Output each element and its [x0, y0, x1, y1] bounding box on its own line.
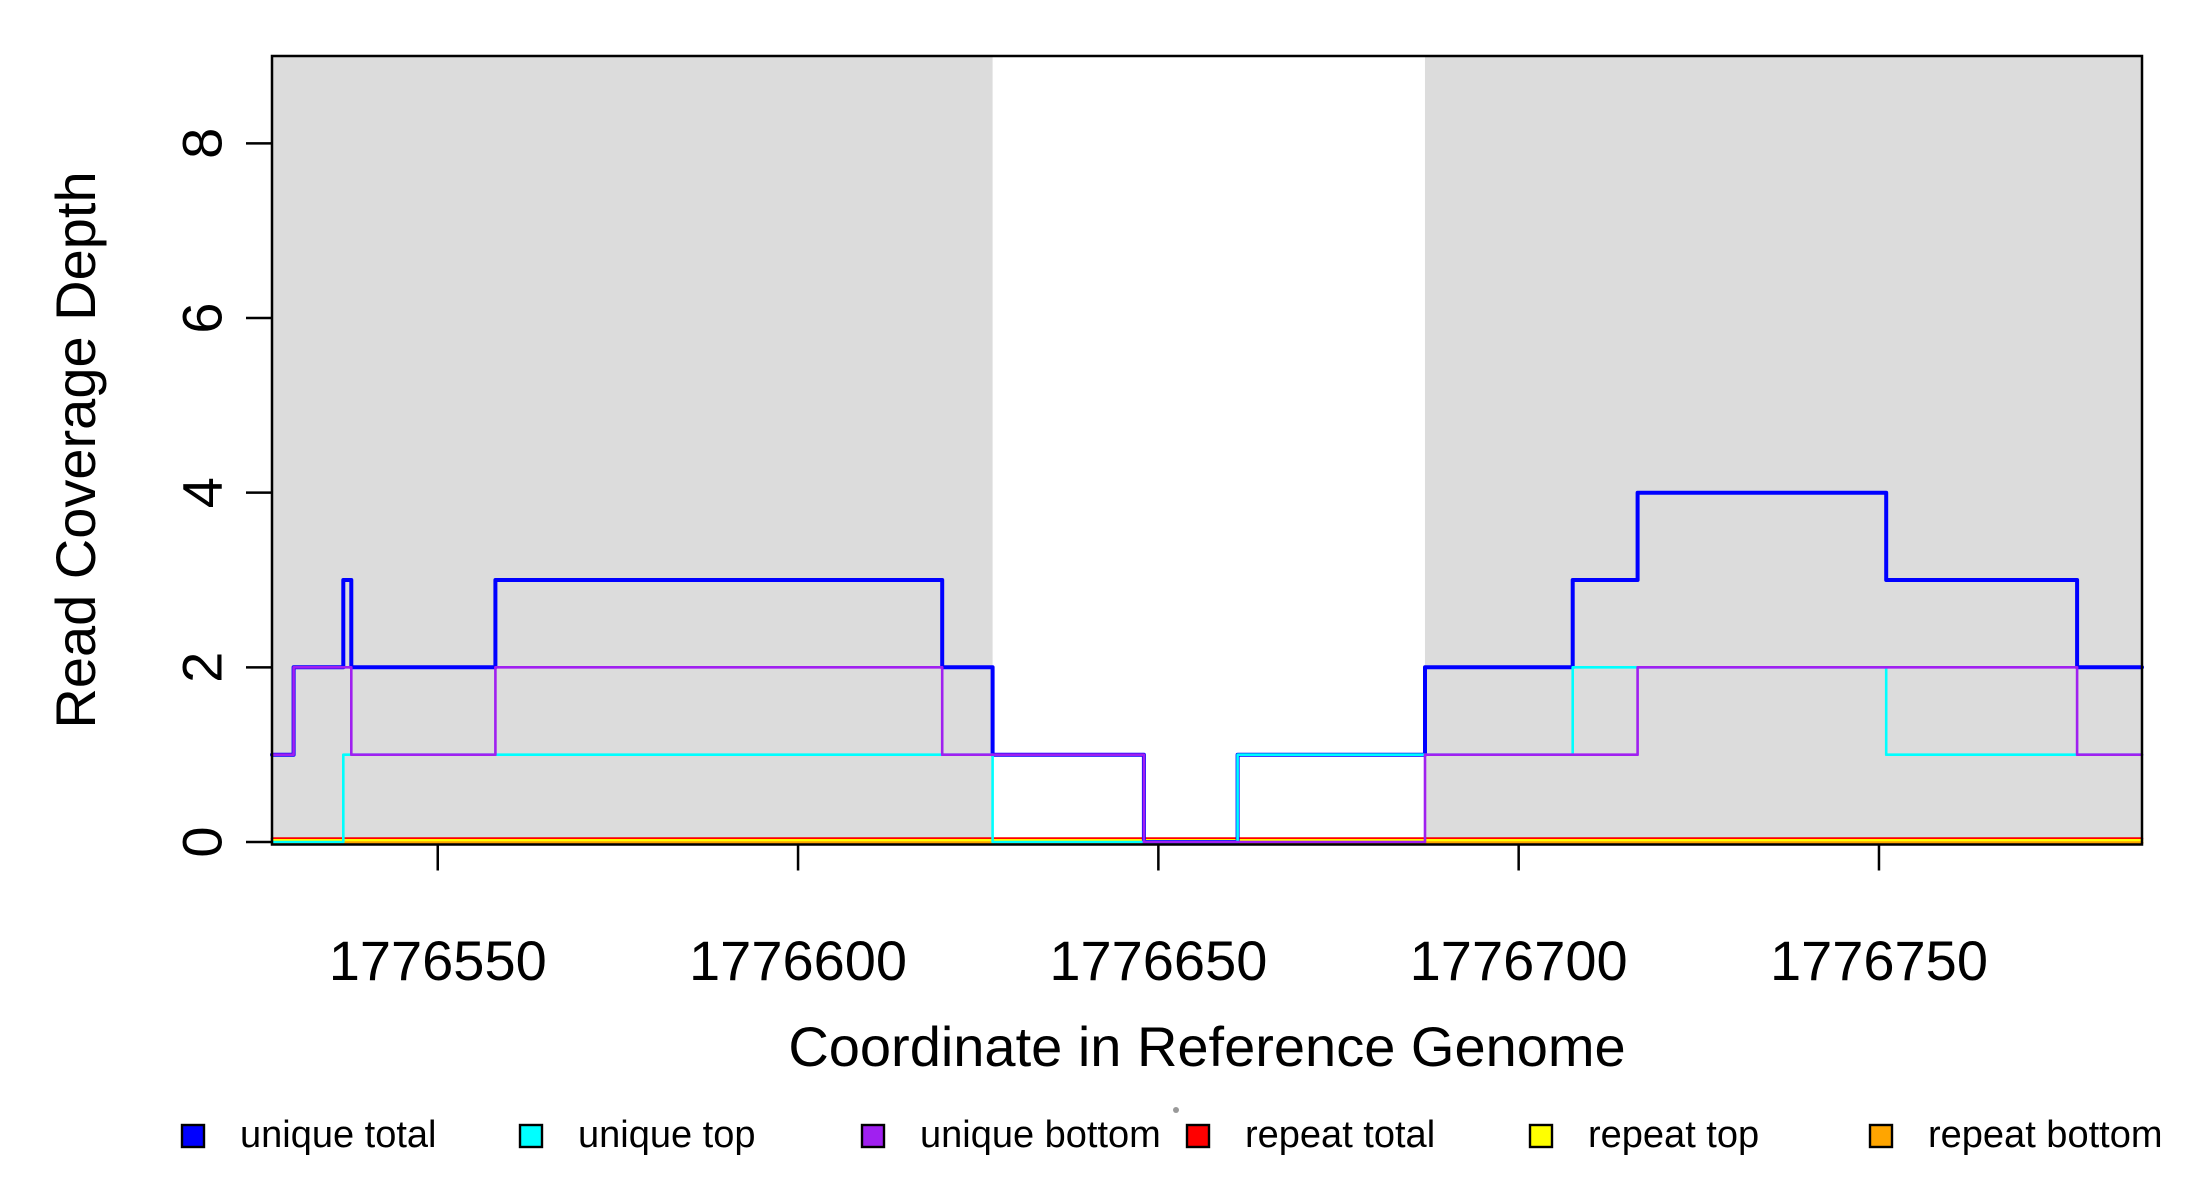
x-axis-ticks-layer: 1776550 1776600 1776650 1776700 1776750	[329, 844, 1988, 992]
shaded-regions-layer	[272, 56, 2142, 845]
stray-dot-mark	[1173, 1107, 1179, 1113]
series-lines-layer	[270, 490, 2144, 845]
legend-item-unique-top: unique top	[518, 1114, 756, 1156]
y-tick-label: 6	[171, 302, 234, 333]
y-tick-label: 4	[171, 477, 234, 508]
legend: unique total unique top unique bottom repea…	[180, 1114, 2162, 1156]
x-tick-label: 1776650	[1049, 929, 1267, 992]
shaded-region	[272, 56, 993, 845]
legend-item-unique-total: unique total	[180, 1114, 437, 1156]
legend-item-repeat-top: repeat top	[1528, 1114, 1759, 1156]
legend-label: repeat bottom	[1928, 1114, 2162, 1156]
plot-frame-layer	[270, 54, 2144, 846]
x-axis-title: Coordinate in Reference Genome	[788, 1015, 1625, 1078]
legend-label: unique top	[578, 1114, 756, 1156]
y-tick-label: 0	[171, 826, 234, 857]
plot-box-border	[270, 54, 2144, 846]
series-line-unique-bottom	[270, 666, 2144, 844]
legend-swatch-unique-total	[180, 1123, 206, 1149]
x-tick-label: 1776600	[689, 929, 907, 992]
x-tick-label: 1776750	[1770, 929, 1988, 992]
legend-swatch-repeat-total	[1185, 1123, 1211, 1149]
legend-item-repeat-total: repeat total	[1185, 1114, 1435, 1156]
legend-swatch-repeat-bottom	[1868, 1123, 1894, 1149]
shaded-region	[1424, 56, 2142, 845]
legend-item-unique-bottom: unique bottom	[860, 1114, 1161, 1156]
x-tick-label: 1776700	[1410, 929, 1628, 992]
legend-swatch-repeat-top	[1528, 1123, 1554, 1149]
legend-item-repeat-bottom: repeat bottom	[1868, 1114, 2162, 1156]
x-tick-label: 1776550	[329, 929, 547, 992]
y-axis-title: Read Coverage Depth	[44, 171, 107, 728]
legend-label: repeat total	[1245, 1114, 1435, 1156]
y-tick-label: 2	[171, 652, 234, 683]
series-line-unique-top	[270, 666, 2144, 844]
y-axis-ticks-layer: 0 2 4 6 8	[171, 128, 272, 858]
legend-label: unique bottom	[920, 1114, 1161, 1156]
legend-swatch-unique-bottom	[860, 1123, 886, 1149]
legend-label: unique total	[240, 1114, 437, 1156]
legend-label: repeat top	[1588, 1114, 1759, 1156]
y-tick-label: 8	[171, 128, 234, 159]
legend-swatch-unique-top	[518, 1123, 544, 1149]
